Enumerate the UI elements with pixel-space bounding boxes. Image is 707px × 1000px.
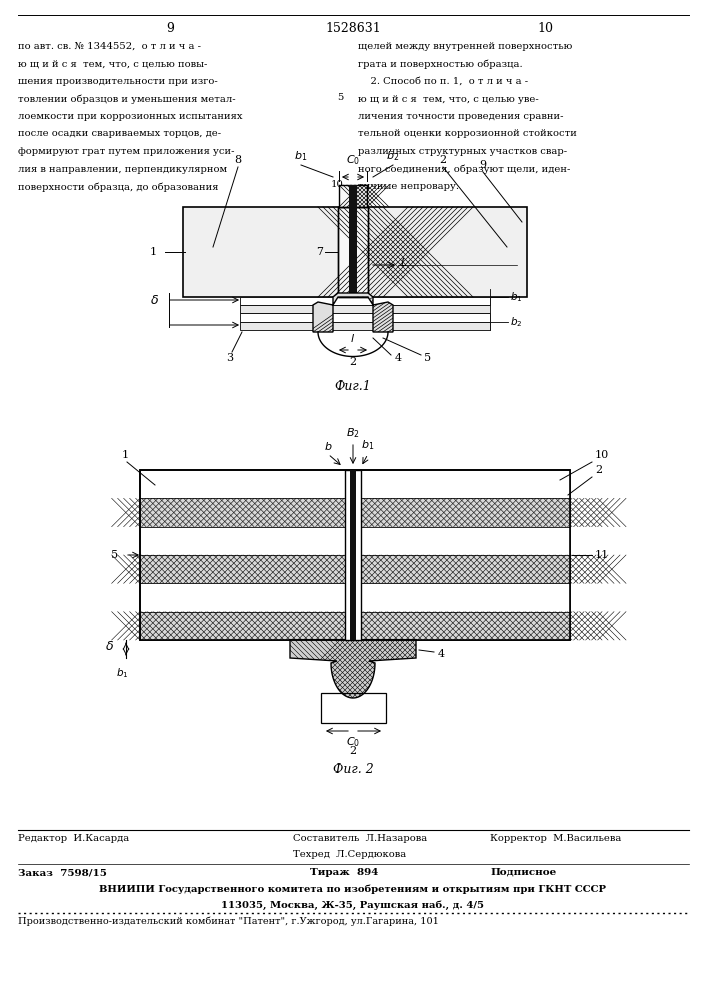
Text: Заказ  7598/15: Заказ 7598/15 [18, 868, 107, 877]
Text: формируют грат путем приложения уси-: формируют грат путем приложения уси- [18, 147, 235, 156]
Text: 1: 1 [122, 450, 129, 460]
Bar [140, 527, 570, 555]
Bar [338, 207, 368, 297]
Text: $\delta$: $\delta$ [105, 640, 115, 652]
Text: $b_1$: $b_1$ [361, 438, 375, 452]
Text: лия в направлении, перпендикулярном: лия в направлении, перпендикулярном [18, 164, 227, 174]
Bar [349, 207, 357, 297]
Text: различных структурных участков свар-: различных структурных участков свар- [358, 147, 567, 156]
Text: ВНИИПИ Государственного комитета по изобретениям и открытиям при ГКНТ СССР: ВНИИПИ Государственного комитета по изоб… [100, 885, 607, 894]
Text: $L$: $L$ [400, 256, 407, 268]
Text: 4: 4 [395, 353, 402, 363]
Text: 2: 2 [440, 155, 447, 165]
Text: по авт. св. № 1344552,  о т л и ч а -: по авт. св. № 1344552, о т л и ч а - [18, 42, 201, 51]
Text: 2. Способ по п. 1,  о т л и ч а -: 2. Способ по п. 1, о т л и ч а - [358, 77, 528, 86]
Text: 9: 9 [166, 22, 174, 35]
Bar [338, 207, 368, 297]
Text: Составитель  Л.Назарова: Составитель Л.Назарова [293, 834, 427, 843]
Bar [339, 185, 367, 207]
Polygon shape [313, 293, 393, 332]
Text: $B_2$: $B_2$ [346, 426, 360, 440]
Bar [140, 470, 570, 640]
Text: грата и поверхностью образца.: грата и поверхностью образца. [358, 60, 522, 69]
Text: ного соединения, образуют щели, иден-: ного соединения, образуют щели, иден- [358, 164, 571, 174]
Text: $b_1$: $b_1$ [510, 290, 522, 304]
Text: товлении образцов и уменьшения метал-: товлении образцов и уменьшения метал- [18, 95, 235, 104]
Bar [140, 498, 570, 527]
Text: 2: 2 [349, 746, 356, 756]
Text: 11: 11 [595, 550, 609, 560]
Text: Подписное: Подписное [490, 868, 556, 877]
Bar [338, 207, 368, 297]
Polygon shape [290, 640, 416, 698]
Text: ю щ и й с я  тем, что, с целью уве-: ю щ и й с я тем, что, с целью уве- [358, 95, 539, 104]
Bar [140, 470, 570, 498]
Text: 3: 3 [226, 353, 233, 363]
Bar [321, 693, 386, 723]
Text: 113035, Москва, Ж-35, Раушская наб., д. 4/5: 113035, Москва, Ж-35, Раушская наб., д. … [221, 900, 484, 910]
Text: после осадки свариваемых торцов, де-: после осадки свариваемых торцов, де- [18, 129, 221, 138]
Text: 5: 5 [112, 550, 119, 560]
Bar [140, 583, 570, 612]
Text: Техред  Л.Сердюкова: Техред Л.Сердюкова [293, 850, 407, 859]
Text: поверхности образца, до образования: поверхности образца, до образования [18, 182, 218, 192]
Text: ю щ и й с я  тем, что, с целью повы-: ю щ и й с я тем, что, с целью повы- [18, 60, 207, 68]
Text: $b_1$: $b_1$ [116, 666, 128, 680]
Text: тельной оценки коррозионной стойкости: тельной оценки коррозионной стойкости [358, 129, 577, 138]
Text: 7: 7 [316, 247, 323, 257]
Text: 4: 4 [438, 649, 445, 659]
Bar [240, 322, 490, 330]
Bar [140, 555, 570, 583]
Text: шения производительности при изго-: шения производительности при изго- [18, 77, 218, 86]
Text: 1528631: 1528631 [325, 22, 381, 35]
Text: личения точности проведения сравни-: личения точности проведения сравни- [358, 112, 563, 121]
Text: $C_0$: $C_0$ [346, 153, 360, 167]
Bar [345, 470, 361, 640]
Text: 8: 8 [235, 155, 242, 165]
Text: Тираж  894: Тираж 894 [310, 868, 378, 877]
Text: 10: 10 [331, 180, 344, 189]
Text: 5: 5 [424, 353, 431, 363]
Bar [240, 297, 490, 305]
Bar [240, 305, 490, 313]
Text: 10: 10 [537, 22, 553, 35]
Bar [183, 207, 527, 297]
Bar [140, 612, 570, 640]
Bar [350, 470, 356, 640]
Text: $l$: $l$ [400, 643, 406, 655]
Bar [349, 185, 357, 207]
Text: Фиг.1: Фиг.1 [334, 380, 371, 393]
Text: 5: 5 [338, 93, 344, 102]
Text: $C_0$: $C_0$ [346, 735, 360, 749]
Text: Редактор  И.Касарда: Редактор И.Касарда [18, 834, 129, 843]
Text: 9: 9 [479, 160, 486, 170]
Text: 10: 10 [595, 450, 609, 460]
Text: тичные непровару.: тичные непровару. [358, 182, 459, 191]
Text: щелей между внутренней поверхностью: щелей между внутренней поверхностью [358, 42, 573, 51]
Text: $l$: $l$ [351, 332, 356, 344]
Text: $b_2$: $b_2$ [387, 149, 399, 163]
Text: 2: 2 [595, 465, 602, 475]
Bar [240, 313, 490, 322]
Text: 1: 1 [149, 247, 156, 257]
Text: Корректор  М.Васильева: Корректор М.Васильева [490, 834, 621, 843]
Text: $b$: $b$ [324, 440, 332, 452]
Text: $b_1$: $b_1$ [294, 149, 308, 163]
Bar [140, 470, 570, 640]
Text: $\delta$: $\delta$ [151, 294, 160, 306]
Text: лоемкости при коррозионных испытаниях: лоемкости при коррозионных испытаниях [18, 112, 243, 121]
Text: $b_2$: $b_2$ [510, 315, 522, 329]
Text: Фиг. 2: Фиг. 2 [332, 763, 373, 776]
Text: 2: 2 [349, 357, 356, 367]
Text: Производственно-издательский комбинат "Патент", г.Ужгород, ул.Гагарина, 101: Производственно-издательский комбинат "П… [18, 917, 439, 926]
